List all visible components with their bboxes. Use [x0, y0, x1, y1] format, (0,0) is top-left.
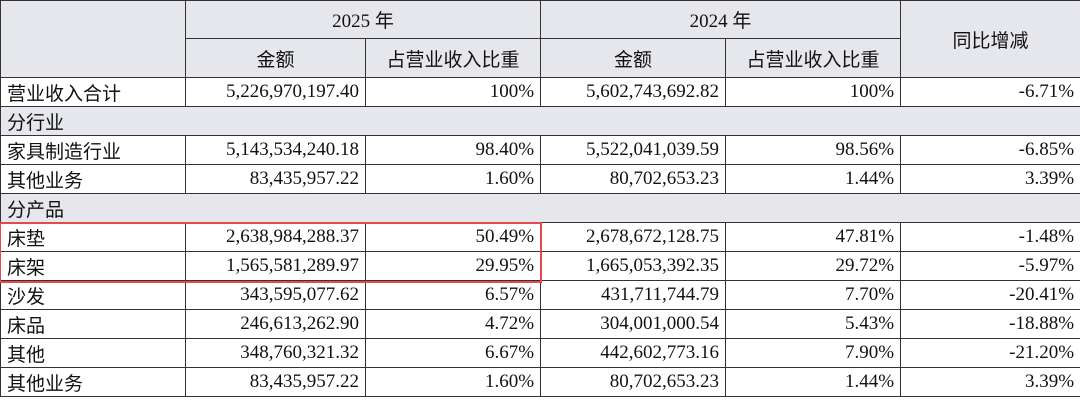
cell: 7.90% — [725, 338, 902, 368]
data-row: 沙发 343,595,077.62 6.57% 431,711,744.79 7.70%… — [0, 280, 1080, 310]
cell: 80,702,653.23 — [540, 367, 727, 397]
cell: 431,711,744.79 — [540, 280, 727, 310]
cell: 5,143,534,240.18 — [185, 135, 366, 165]
row-label: 家具制造行业 — [0, 135, 186, 165]
column-header: 金额 — [185, 38, 366, 78]
cell: 100% — [364, 77, 542, 107]
section-label: 分产品 — [0, 193, 1080, 223]
row-label: 其他业务 — [0, 367, 186, 397]
cell: 1.44% — [725, 367, 902, 397]
row-label: 床品 — [0, 309, 186, 339]
cell: 4.72% — [364, 309, 542, 339]
yoy-header: 同比增减 — [900, 0, 1080, 78]
cell: 83,435,957.22 — [185, 164, 366, 194]
row-label: 其他 — [0, 338, 186, 368]
data-row: 家具制造行业 5,143,534,240.18 98.40% 5,522,041,03… — [0, 135, 1080, 165]
cell: -1.48% — [900, 222, 1080, 252]
cell: 348,760,321.32 — [185, 338, 366, 368]
cell: 3.39% — [900, 367, 1080, 397]
cell: 83,435,957.22 — [185, 367, 366, 397]
row-label: 营业收入合计 — [0, 77, 186, 107]
cell: 246,613,262.90 — [185, 309, 366, 339]
data-row: 其他 348,760,321.32 6.67% 442,602,773.16 7.90%… — [0, 338, 1080, 368]
cell: 3.39% — [900, 164, 1080, 194]
cell: 100% — [725, 77, 902, 107]
cell: 1,565,581,289.97 — [185, 251, 366, 281]
cell: -6.85% — [900, 135, 1080, 165]
table-header: 2025 年 2024 年 同比增减 金额 占营业收入比重 金额 占营业收入比重 — [0, 0, 1080, 78]
cell: 2,638,984,288.37 — [185, 222, 366, 252]
data-row: 床品 246,613,262.90 4.72% 304,001,000.54 5.43%… — [0, 309, 1080, 339]
cell: 6.67% — [364, 338, 542, 368]
row-label: 床架 — [0, 251, 186, 281]
cell: 29.72% — [725, 251, 902, 281]
row-label: 床垫 — [0, 222, 186, 252]
cell: 2,678,672,128.75 — [540, 222, 727, 252]
row-label: 沙发 — [0, 280, 186, 310]
column-header: 占营业收入比重 — [725, 38, 902, 78]
row-label: 其他业务 — [0, 164, 186, 194]
cell: 80,702,653.23 — [540, 164, 727, 194]
column-header: 金额 — [540, 38, 727, 78]
cell: 1,665,053,392.35 — [540, 251, 727, 281]
data-row: 营业收入合计 5,226,970,197.40 100% 5,602,743,692.… — [0, 77, 1080, 107]
section-row: 分产品 — [0, 193, 1080, 223]
cell: 1.44% — [725, 164, 902, 194]
data-row: 其他业务 83,435,957.22 1.60% 80,702,653.23 1.44%… — [0, 164, 1080, 194]
year-header: 2025 年 — [184, 0, 542, 39]
cell: -18.88% — [900, 309, 1080, 339]
data-row: 其他业务 83,435,957.22 1.60% 80,702,653.23 1.44%… — [0, 367, 1080, 397]
cell: -20.41% — [900, 280, 1080, 310]
column-header: 占营业收入比重 — [364, 38, 542, 78]
cell: 50.49% — [364, 222, 542, 252]
cell: 5,602,743,692.82 — [540, 77, 727, 107]
cell: -21.20% — [900, 338, 1080, 368]
data-row: 床架 1,565,581,289.97 29.95% 1,665,053,392.35… — [0, 251, 1080, 281]
cell: 304,001,000.54 — [540, 309, 727, 339]
table-body: 营业收入合计 5,226,970,197.40 100% 5,602,743,692.… — [0, 77, 1080, 397]
corner-cell — [0, 0, 186, 78]
cell: 343,595,077.62 — [185, 280, 366, 310]
cell: -5.97% — [900, 251, 1080, 281]
cell: 5.43% — [725, 309, 902, 339]
cell: 442,602,773.16 — [540, 338, 727, 368]
cell: 98.56% — [725, 135, 902, 165]
cell: -6.71% — [900, 77, 1080, 107]
data-row: 床垫 2,638,984,288.37 50.49% 2,678,672,128.75… — [0, 222, 1080, 252]
cell: 1.60% — [364, 164, 542, 194]
year-header: 2024 年 — [540, 0, 902, 39]
cell: 98.40% — [364, 135, 542, 165]
cell: 1.60% — [364, 367, 542, 397]
cell: 5,226,970,197.40 — [185, 77, 366, 107]
cell: 47.81% — [725, 222, 902, 252]
cell: 29.95% — [364, 251, 542, 281]
cell: 7.70% — [725, 280, 902, 310]
cell: 5,522,041,039.59 — [540, 135, 727, 165]
section-row: 分行业 — [0, 106, 1080, 136]
section-label: 分行业 — [0, 106, 1080, 136]
cell: 6.57% — [364, 280, 542, 310]
